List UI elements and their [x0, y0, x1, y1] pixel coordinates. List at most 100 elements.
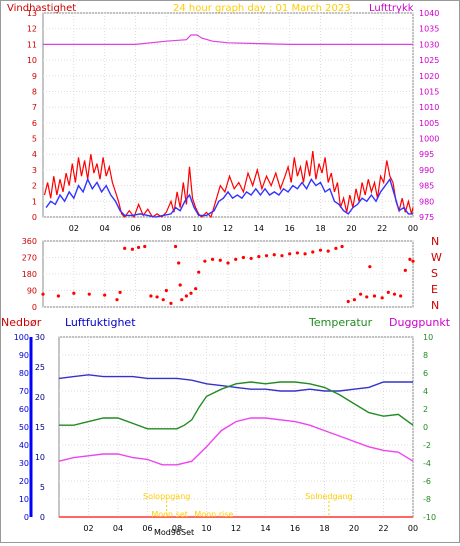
wind-pressure-panel: 0123456789101112139759809859909951000100… [27, 9, 440, 233]
direction-point [340, 244, 344, 249]
direction-point [399, 294, 403, 298]
direction-point [403, 268, 407, 272]
panel3-x-tick: 14 [260, 524, 270, 533]
direction-point [288, 252, 292, 256]
panel3-temp-tick: -10 [423, 513, 436, 522]
series-Temperatur [59, 381, 414, 430]
panel1-x-tick: 18 [315, 224, 325, 233]
compass-label: W [431, 251, 442, 264]
direction-point [118, 290, 122, 294]
panel3-humidity-tick: 100 [14, 333, 29, 342]
direction-point [264, 254, 269, 258]
panel3-x-tick: 20 [349, 524, 359, 533]
annotation-label: Moon rise [194, 510, 233, 519]
direction-point [272, 253, 276, 257]
panel3-temp-tick: -8 [423, 495, 431, 504]
panel1-right-tick: 1015 [419, 87, 439, 96]
compass-label: N [431, 299, 439, 312]
panel3-rain-tick: 25 [35, 363, 45, 372]
panel3-temp-tick: 2 [423, 405, 428, 414]
panel1-left-tick: 13 [27, 9, 37, 18]
panel2-tick: 90 [27, 287, 37, 296]
panel1-right-tick: 1010 [419, 103, 439, 112]
direction-point [149, 294, 153, 298]
panel3-x-tick: 04 [113, 524, 123, 533]
direction-point [318, 248, 323, 252]
panel1-x-tick: 02 [69, 224, 79, 233]
panel1-right-tick: 1000 [419, 135, 439, 144]
panel3-humidity-tick: 70 [19, 387, 29, 396]
series-Luftfuktighet [58, 374, 413, 392]
panel3-x-tick: 02 [83, 524, 93, 533]
panel1-left-tick: 4 [32, 150, 37, 159]
compass-label: S [431, 267, 438, 280]
direction-point [408, 257, 412, 261]
panel3-humidity-tick: 40 [19, 441, 29, 450]
direction-point [372, 294, 377, 298]
direction-point [197, 270, 201, 274]
panel3-x-tick: 18 [319, 524, 329, 533]
panel3-rain-tick: 0 [40, 513, 45, 522]
panel1-left-tick: 8 [32, 87, 37, 96]
humidity-temperature-panel: 0102030405060708090100051015202530-10-8-… [14, 333, 436, 537]
panel1-x-tick: 22 [377, 224, 387, 233]
direction-point [303, 252, 307, 256]
direction-point [234, 257, 238, 261]
direction-point [136, 245, 141, 250]
direction-point [189, 291, 193, 295]
panel1-left-tick: 9 [32, 72, 37, 81]
series-Duggpunkt [58, 417, 414, 466]
dewpoint-axis-title: Duggpunkt [389, 316, 451, 329]
panel3-humidity-tick: 0 [24, 513, 29, 522]
direction-point [161, 298, 165, 302]
panel3-humidity-tick: 90 [19, 351, 29, 360]
panel1-x-tick: 20 [346, 224, 356, 233]
direction-point [280, 254, 284, 258]
direction-point [87, 292, 91, 296]
panel3-humidity-tick: 60 [19, 405, 29, 414]
panel3-temp-tick: 8 [423, 351, 428, 360]
panel3-temp-tick: -6 [423, 477, 431, 486]
direction-point [203, 259, 207, 263]
panel3-x-tick: 00 [408, 524, 418, 533]
panel3-temp-tick: 4 [423, 387, 428, 396]
wind-axis-title: Vindhastighet [7, 3, 76, 14]
panel3-rain-tick: 5 [40, 483, 45, 492]
panel1-left-tick: 5 [32, 135, 37, 144]
panel3-x-tick: 16 [290, 524, 300, 533]
direction-point [123, 246, 127, 250]
panel1-right-tick: 1030 [419, 40, 439, 49]
direction-point [184, 294, 188, 298]
direction-point [392, 292, 397, 296]
direction-point [130, 247, 135, 251]
direction-point [411, 259, 415, 263]
annotation-label: Soloppgang [143, 492, 190, 501]
direction-point [380, 296, 384, 300]
panel1-right-tick: 1035 [419, 25, 439, 34]
compass-label: N [431, 235, 439, 248]
direction-point [346, 299, 350, 304]
direction-point [56, 294, 61, 298]
direction-point [180, 298, 184, 302]
direction-point [311, 250, 315, 254]
panel1-right-tick: 990 [419, 166, 434, 175]
panel1-right-tick: 975 [419, 213, 434, 222]
panel3-x-tick: 12 [231, 524, 241, 533]
direction-point [173, 244, 178, 249]
panel2-tick: 360 [22, 237, 37, 246]
panel1-left-tick: 0 [32, 213, 37, 222]
panel3-rain-tick: 30 [35, 333, 45, 342]
panel1-right-tick: 1020 [419, 72, 439, 81]
annotation-label: Solnedgang [305, 492, 352, 501]
panel1-left-tick: 10 [27, 56, 37, 65]
direction-point [368, 265, 372, 269]
direction-point [334, 246, 338, 250]
direction-point [115, 298, 119, 302]
series-Lufttrykk [43, 34, 413, 46]
annotation-label: Moon set [151, 510, 188, 519]
panel1-right-tick: 980 [419, 197, 434, 206]
panel1-left-tick: 7 [32, 103, 37, 112]
panel3-rain-tick: 15 [35, 423, 45, 432]
temperature-axis-title: Temperatur [308, 316, 373, 329]
